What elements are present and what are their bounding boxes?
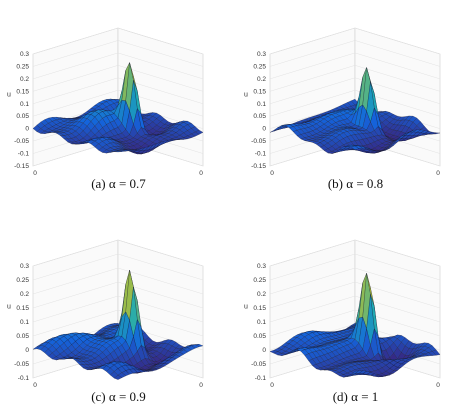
surface-chart-d: -0.1-0.0500.050.10.150.20.250.3u10.80.60… — [237, 212, 474, 387]
z-tick-label: 0.05 — [16, 113, 29, 120]
z-tick-label: 0.05 — [253, 113, 266, 120]
caption-c: (c) α = 0.9 — [0, 389, 237, 405]
z-axis-label: u — [7, 92, 11, 99]
z-tick-label: 0.3 — [20, 51, 29, 58]
z-axis-label: u — [244, 92, 248, 99]
z-tick-label: -0.15 — [14, 163, 29, 170]
z-tick-label: 0.3 — [20, 263, 29, 270]
z-tick-label: 0.15 — [16, 305, 29, 312]
z-tick-label: 0.2 — [20, 76, 29, 83]
z-tick-label: -0.05 — [14, 138, 29, 145]
surface-chart-c: -0.1-0.0500.050.10.150.20.250.3u10.80.60… — [0, 212, 237, 387]
z-tick-label: 0.25 — [253, 63, 266, 70]
z-tick-label: 0.1 — [257, 319, 266, 326]
z-tick-label: 0.3 — [257, 51, 266, 58]
x-tick-label: 0 — [199, 382, 203, 387]
z-tick-label: 0.15 — [253, 305, 266, 312]
z-tick-label: 0 — [262, 126, 266, 133]
t-tick-label: 0 — [33, 170, 37, 175]
x-tick-label: 0 — [436, 170, 440, 175]
z-tick-label: 0.15 — [253, 88, 266, 95]
z-tick-label: 0.2 — [20, 291, 29, 298]
z-axis-label: u — [7, 304, 11, 311]
z-axis-label: u — [244, 304, 248, 311]
z-tick-label: -0.05 — [14, 361, 29, 368]
z-tick-label: 0.25 — [253, 277, 266, 284]
t-tick-label: 0 — [270, 382, 274, 387]
x-tick-label: 0 — [199, 170, 203, 175]
z-tick-label: 0.05 — [16, 333, 29, 340]
z-tick-label: 0.25 — [16, 277, 29, 284]
caption-b: (b) α = 0.8 — [237, 176, 474, 192]
z-tick-label: 0.05 — [253, 333, 266, 340]
surface-chart-a: -0.15-0.1-0.0500.050.10.150.20.250.3u10.… — [0, 0, 237, 175]
z-tick-label: 0.2 — [257, 76, 266, 83]
z-tick-label: 0.1 — [20, 319, 29, 326]
z-tick-label: 0.15 — [16, 88, 29, 95]
z-tick-label: -0.05 — [251, 138, 266, 145]
z-tick-label: 0.25 — [16, 63, 29, 70]
z-tick-label: 0.1 — [20, 101, 29, 108]
t-tick-label: 0 — [270, 170, 274, 175]
surface-plot-a: -0.15-0.1-0.0500.050.10.150.20.250.3u10.… — [0, 0, 237, 205]
surface-plot-d: -0.1-0.0500.050.10.150.20.250.3u10.80.60… — [237, 212, 474, 417]
x-tick-label: 0 — [436, 382, 440, 387]
z-tick-label: 0 — [25, 126, 29, 133]
z-tick-label: 0.3 — [257, 263, 266, 270]
z-tick-label: -0.15 — [251, 163, 266, 170]
z-tick-label: 0 — [25, 347, 29, 354]
t-tick-label: 0 — [33, 382, 37, 387]
z-tick-label: -0.05 — [251, 361, 266, 368]
surface-plot-b: -0.15-0.1-0.0500.050.10.150.20.250.3u10.… — [237, 0, 474, 205]
z-tick-label: 0 — [262, 347, 266, 354]
z-tick-label: -0.1 — [255, 375, 267, 382]
z-tick-label: 0.2 — [257, 291, 266, 298]
z-tick-label: -0.1 — [255, 151, 267, 158]
surface-chart-b: -0.15-0.1-0.0500.050.10.150.20.250.3u10.… — [237, 0, 474, 175]
caption-a: (a) α = 0.7 — [0, 176, 237, 192]
z-tick-label: 0.1 — [257, 101, 266, 108]
caption-d: (d) α = 1 — [237, 389, 474, 405]
z-tick-label: -0.1 — [18, 375, 30, 382]
z-tick-label: -0.1 — [18, 151, 30, 158]
surface-plot-c: -0.1-0.0500.050.10.150.20.250.3u10.80.60… — [0, 212, 237, 417]
